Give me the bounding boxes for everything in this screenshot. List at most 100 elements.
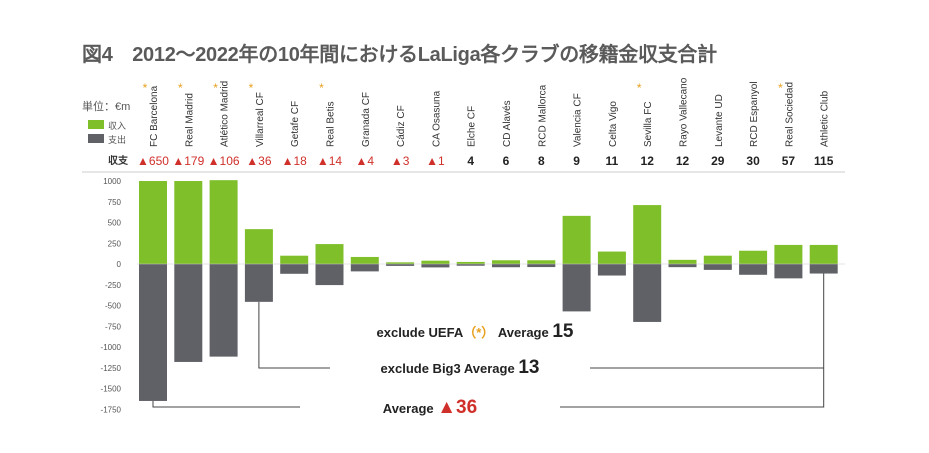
income-bar — [703, 255, 732, 264]
income-bar — [668, 259, 697, 264]
income-bar — [456, 261, 485, 264]
net-label: 12 — [676, 154, 690, 168]
uefa-asterisk: * — [637, 81, 642, 95]
annotation-average-part: Average — [383, 401, 437, 416]
net-label: 57 — [782, 154, 796, 168]
category-label: RCD Mallorca — [537, 84, 548, 147]
category-label: Celta Vigo — [608, 101, 619, 147]
expense-bar — [174, 264, 203, 362]
legend-label: 支出 — [108, 134, 126, 145]
expense-bar — [633, 264, 662, 322]
category-label: FC Barcelona — [149, 85, 160, 147]
net-label: 9 — [573, 154, 580, 168]
expense-bar — [703, 264, 732, 270]
category-label: Atlético Madrid — [220, 81, 231, 147]
expense-bar — [350, 264, 379, 272]
income-bar — [315, 244, 344, 264]
net-label: 29 — [711, 154, 725, 168]
category-label: CA Osasuna — [431, 90, 442, 147]
annotation-average: Average ▲36 — [383, 397, 477, 418]
annotation-exclude-big3-part: exclude Big3 — [381, 361, 461, 376]
category-label: Granada CF — [361, 92, 372, 147]
income-bar — [492, 260, 520, 264]
net-label: ▲106 — [208, 154, 240, 168]
income-bar — [633, 205, 662, 264]
expense-bar — [668, 264, 697, 268]
chart-title: 図4 2012〜2022年の10年間におけるLaLiga各クラブの移籍金収支合計 — [82, 44, 717, 66]
income-bar — [280, 255, 309, 264]
y-tick-label: 250 — [108, 239, 122, 248]
category-label: Valencia CF — [573, 93, 584, 147]
expense-bar — [456, 264, 485, 266]
category-label: Real Betis — [326, 101, 337, 147]
net-label: ▲18 — [282, 154, 308, 168]
y-tick-label: 500 — [108, 219, 122, 228]
income-bar — [244, 229, 273, 264]
category-label: Cádiz CF — [396, 105, 407, 147]
y-tick-label: -750 — [105, 322, 122, 331]
uefa-asterisk: * — [249, 81, 254, 95]
annotation-exclude-big3-bg — [330, 358, 590, 380]
annotation-exclude-uefa-part: （*） — [463, 325, 494, 340]
annotation-exclude-big3-part: Average — [461, 361, 519, 376]
expense-bar — [597, 264, 626, 276]
legend-swatch — [88, 134, 104, 143]
y-tick-label: -250 — [105, 281, 122, 290]
category-label: Rayo Vallecano — [679, 77, 690, 147]
expense-bar — [739, 264, 768, 275]
net-label: 6 — [503, 154, 510, 168]
y-tick-label: -1000 — [101, 343, 122, 352]
income-bar — [527, 260, 556, 264]
annotation-exclude-big3: exclude Big3 Average 13 — [381, 357, 540, 378]
category-label: Levante UD — [714, 94, 725, 147]
expense-bar — [774, 264, 803, 279]
category-label: Athletic Club — [820, 90, 831, 147]
expense-bar — [527, 264, 556, 268]
annotation-exclude-uefa-bg — [345, 322, 605, 344]
income-bar — [739, 250, 768, 264]
income-bar — [597, 251, 626, 264]
income-bar — [562, 215, 591, 264]
income-bar — [809, 244, 838, 264]
expense-bar — [386, 264, 415, 266]
category-label: RCD Espanyol — [749, 81, 760, 147]
income-bar — [386, 262, 415, 264]
net-label: ▲3 — [391, 154, 410, 168]
annotation-exclude-uefa-part: 15 — [552, 321, 574, 342]
net-label: ▲650 — [137, 154, 169, 168]
legend-label: 収入 — [108, 120, 126, 131]
category-label: Elche CF — [467, 106, 478, 147]
y-tick-label: -1250 — [101, 364, 122, 373]
expense-bar — [315, 264, 344, 286]
net-row-label: 収支 — [108, 154, 129, 167]
big3-bracket — [258, 301, 824, 369]
net-label: ▲1 — [426, 154, 445, 168]
net-label: 4 — [467, 154, 474, 168]
expense-bar — [244, 264, 273, 302]
expense-bar — [562, 264, 591, 312]
net-label: ▲36 — [246, 154, 272, 168]
uefa-asterisk: * — [319, 81, 324, 95]
annotation-average-part: ▲36 — [437, 397, 477, 418]
annotation-exclude-uefa-part: exclude UEFA — [377, 325, 464, 340]
income-bar — [174, 181, 203, 264]
expense-bar — [280, 264, 309, 274]
net-label: 115 — [814, 154, 834, 168]
category-label: Getafe CF — [290, 101, 301, 147]
uefa-asterisk: * — [143, 81, 148, 95]
category-label: CD Alavés — [502, 100, 513, 147]
expense-bar — [809, 264, 838, 274]
category-label: Real Madrid — [184, 93, 195, 147]
annotation-average-bg — [300, 398, 560, 420]
net-label: 8 — [538, 154, 545, 168]
net-label: 30 — [746, 154, 760, 168]
y-tick-label: -1500 — [101, 385, 122, 394]
category-label: Sevilla FC — [643, 101, 654, 147]
y-tick-label: -500 — [105, 302, 122, 311]
income-bar — [209, 180, 238, 264]
uefa-asterisk: * — [178, 81, 183, 95]
income-bar — [139, 181, 167, 264]
unit-label: 単位：€m — [82, 99, 130, 113]
annotation-exclude-uefa-part: Average — [494, 325, 552, 340]
